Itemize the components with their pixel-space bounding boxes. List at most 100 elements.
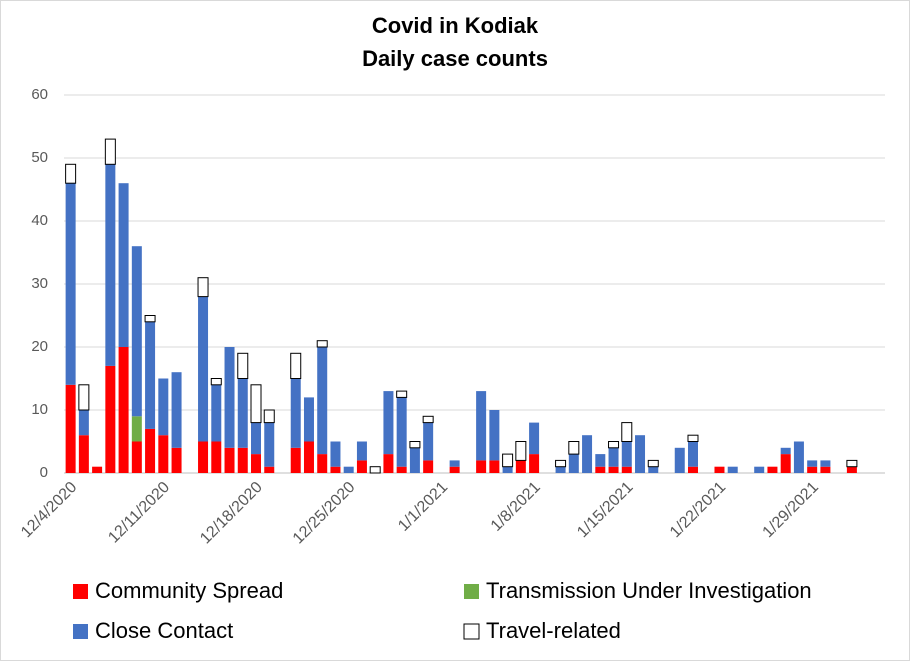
bar-segment bbox=[131, 441, 142, 473]
bar-segment bbox=[118, 183, 129, 347]
bar-segment bbox=[568, 454, 579, 473]
bar-segment bbox=[396, 397, 407, 467]
bar-segment bbox=[210, 378, 222, 386]
bar-segment bbox=[303, 441, 314, 473]
bar-segment bbox=[250, 384, 262, 424]
bar-segment bbox=[846, 459, 858, 468]
bar-segment bbox=[224, 447, 235, 473]
bar-segment bbox=[714, 466, 725, 473]
bar-segment bbox=[807, 466, 818, 473]
legend-swatch bbox=[73, 624, 88, 639]
y-tick-label: 30 bbox=[31, 275, 48, 292]
legend-label: Transmission Under Investigation bbox=[486, 578, 812, 603]
bar-segment bbox=[224, 347, 235, 448]
bar-segment bbox=[65, 183, 76, 385]
bar-segment bbox=[582, 435, 593, 473]
bar-segment bbox=[356, 441, 367, 461]
bar-segment bbox=[754, 466, 765, 473]
bar-segment bbox=[423, 422, 434, 461]
bar-segment bbox=[648, 466, 659, 473]
bar-segment bbox=[171, 447, 182, 473]
bar-segment bbox=[131, 416, 142, 442]
bar-segment bbox=[423, 460, 434, 473]
bar-segment bbox=[687, 434, 699, 443]
bar-segment bbox=[343, 466, 354, 473]
bar-segment bbox=[158, 378, 169, 436]
bar-segment bbox=[145, 428, 156, 473]
bar-segment bbox=[290, 378, 301, 448]
bar-segment bbox=[369, 466, 381, 474]
bar-segment bbox=[780, 454, 791, 473]
y-tick-label: 50 bbox=[31, 149, 48, 166]
bar-segment bbox=[608, 466, 619, 473]
bar-segment bbox=[78, 384, 90, 411]
bar-segment bbox=[197, 277, 209, 298]
y-tick-label: 0 bbox=[40, 464, 48, 481]
bar-segment bbox=[144, 315, 156, 323]
bar-segment bbox=[356, 460, 367, 473]
bar-segment bbox=[65, 384, 76, 473]
bar-segment bbox=[635, 435, 646, 473]
bar-segment bbox=[449, 466, 460, 473]
bar-segment bbox=[807, 460, 818, 467]
bar-segment bbox=[793, 441, 804, 473]
bar-segment bbox=[608, 441, 620, 449]
bar-segment bbox=[608, 447, 619, 467]
bar-segment bbox=[409, 441, 421, 449]
bar-segment bbox=[476, 460, 487, 473]
bar-segment bbox=[555, 466, 566, 473]
bar-segment bbox=[595, 454, 606, 467]
y-tick-label: 20 bbox=[31, 338, 48, 355]
bar-segment bbox=[264, 466, 275, 473]
bar-segment bbox=[422, 415, 434, 424]
bar-segment bbox=[211, 441, 222, 473]
bar-segment bbox=[396, 390, 408, 398]
bar-segment bbox=[621, 422, 633, 443]
y-tick-label: 60 bbox=[31, 86, 48, 103]
bar-segment bbox=[767, 466, 778, 473]
bar-segment bbox=[330, 466, 341, 473]
bar-segment bbox=[65, 163, 77, 184]
bar-segment bbox=[647, 459, 659, 468]
chart-subtitle: Daily case counts bbox=[362, 46, 548, 71]
bar-segment bbox=[529, 422, 540, 455]
bar-segment bbox=[131, 246, 142, 417]
legend-swatch bbox=[73, 584, 88, 599]
bar-segment bbox=[118, 347, 129, 473]
bar-segment bbox=[237, 378, 248, 448]
bar-segment bbox=[317, 347, 328, 455]
chart-title: Covid in Kodiak bbox=[372, 13, 539, 38]
bar-segment bbox=[78, 410, 89, 436]
bar-segment bbox=[330, 441, 341, 467]
legend-swatch bbox=[463, 623, 480, 640]
bar-segment bbox=[780, 447, 791, 455]
bar-segment bbox=[476, 391, 487, 461]
legend-swatch bbox=[464, 584, 479, 599]
bar-segment bbox=[316, 340, 328, 348]
bar-segment bbox=[502, 453, 514, 468]
bar-segment bbox=[264, 422, 275, 467]
bar-segment bbox=[529, 454, 540, 473]
bar-segment bbox=[502, 466, 513, 473]
bar-segment bbox=[303, 397, 314, 442]
bar-segment bbox=[290, 447, 301, 473]
bar-segment bbox=[237, 352, 249, 379]
bar-segment bbox=[171, 372, 182, 448]
bar-segment bbox=[211, 384, 222, 442]
bar-segment bbox=[396, 466, 407, 473]
bar-segment bbox=[263, 409, 275, 424]
y-tick-label: 10 bbox=[31, 401, 48, 418]
bar-segment bbox=[105, 164, 116, 366]
bar-segment bbox=[158, 435, 169, 473]
bar-segment bbox=[568, 441, 580, 455]
bar-segment bbox=[409, 447, 420, 473]
bar-segment bbox=[198, 296, 209, 442]
bar-segment bbox=[489, 410, 500, 461]
bar-segment bbox=[820, 460, 831, 467]
bar-segment bbox=[198, 441, 209, 473]
bar-segment bbox=[92, 466, 103, 473]
bar-segment bbox=[104, 138, 116, 165]
bar-segment bbox=[383, 391, 394, 455]
bar-segment bbox=[595, 466, 606, 473]
